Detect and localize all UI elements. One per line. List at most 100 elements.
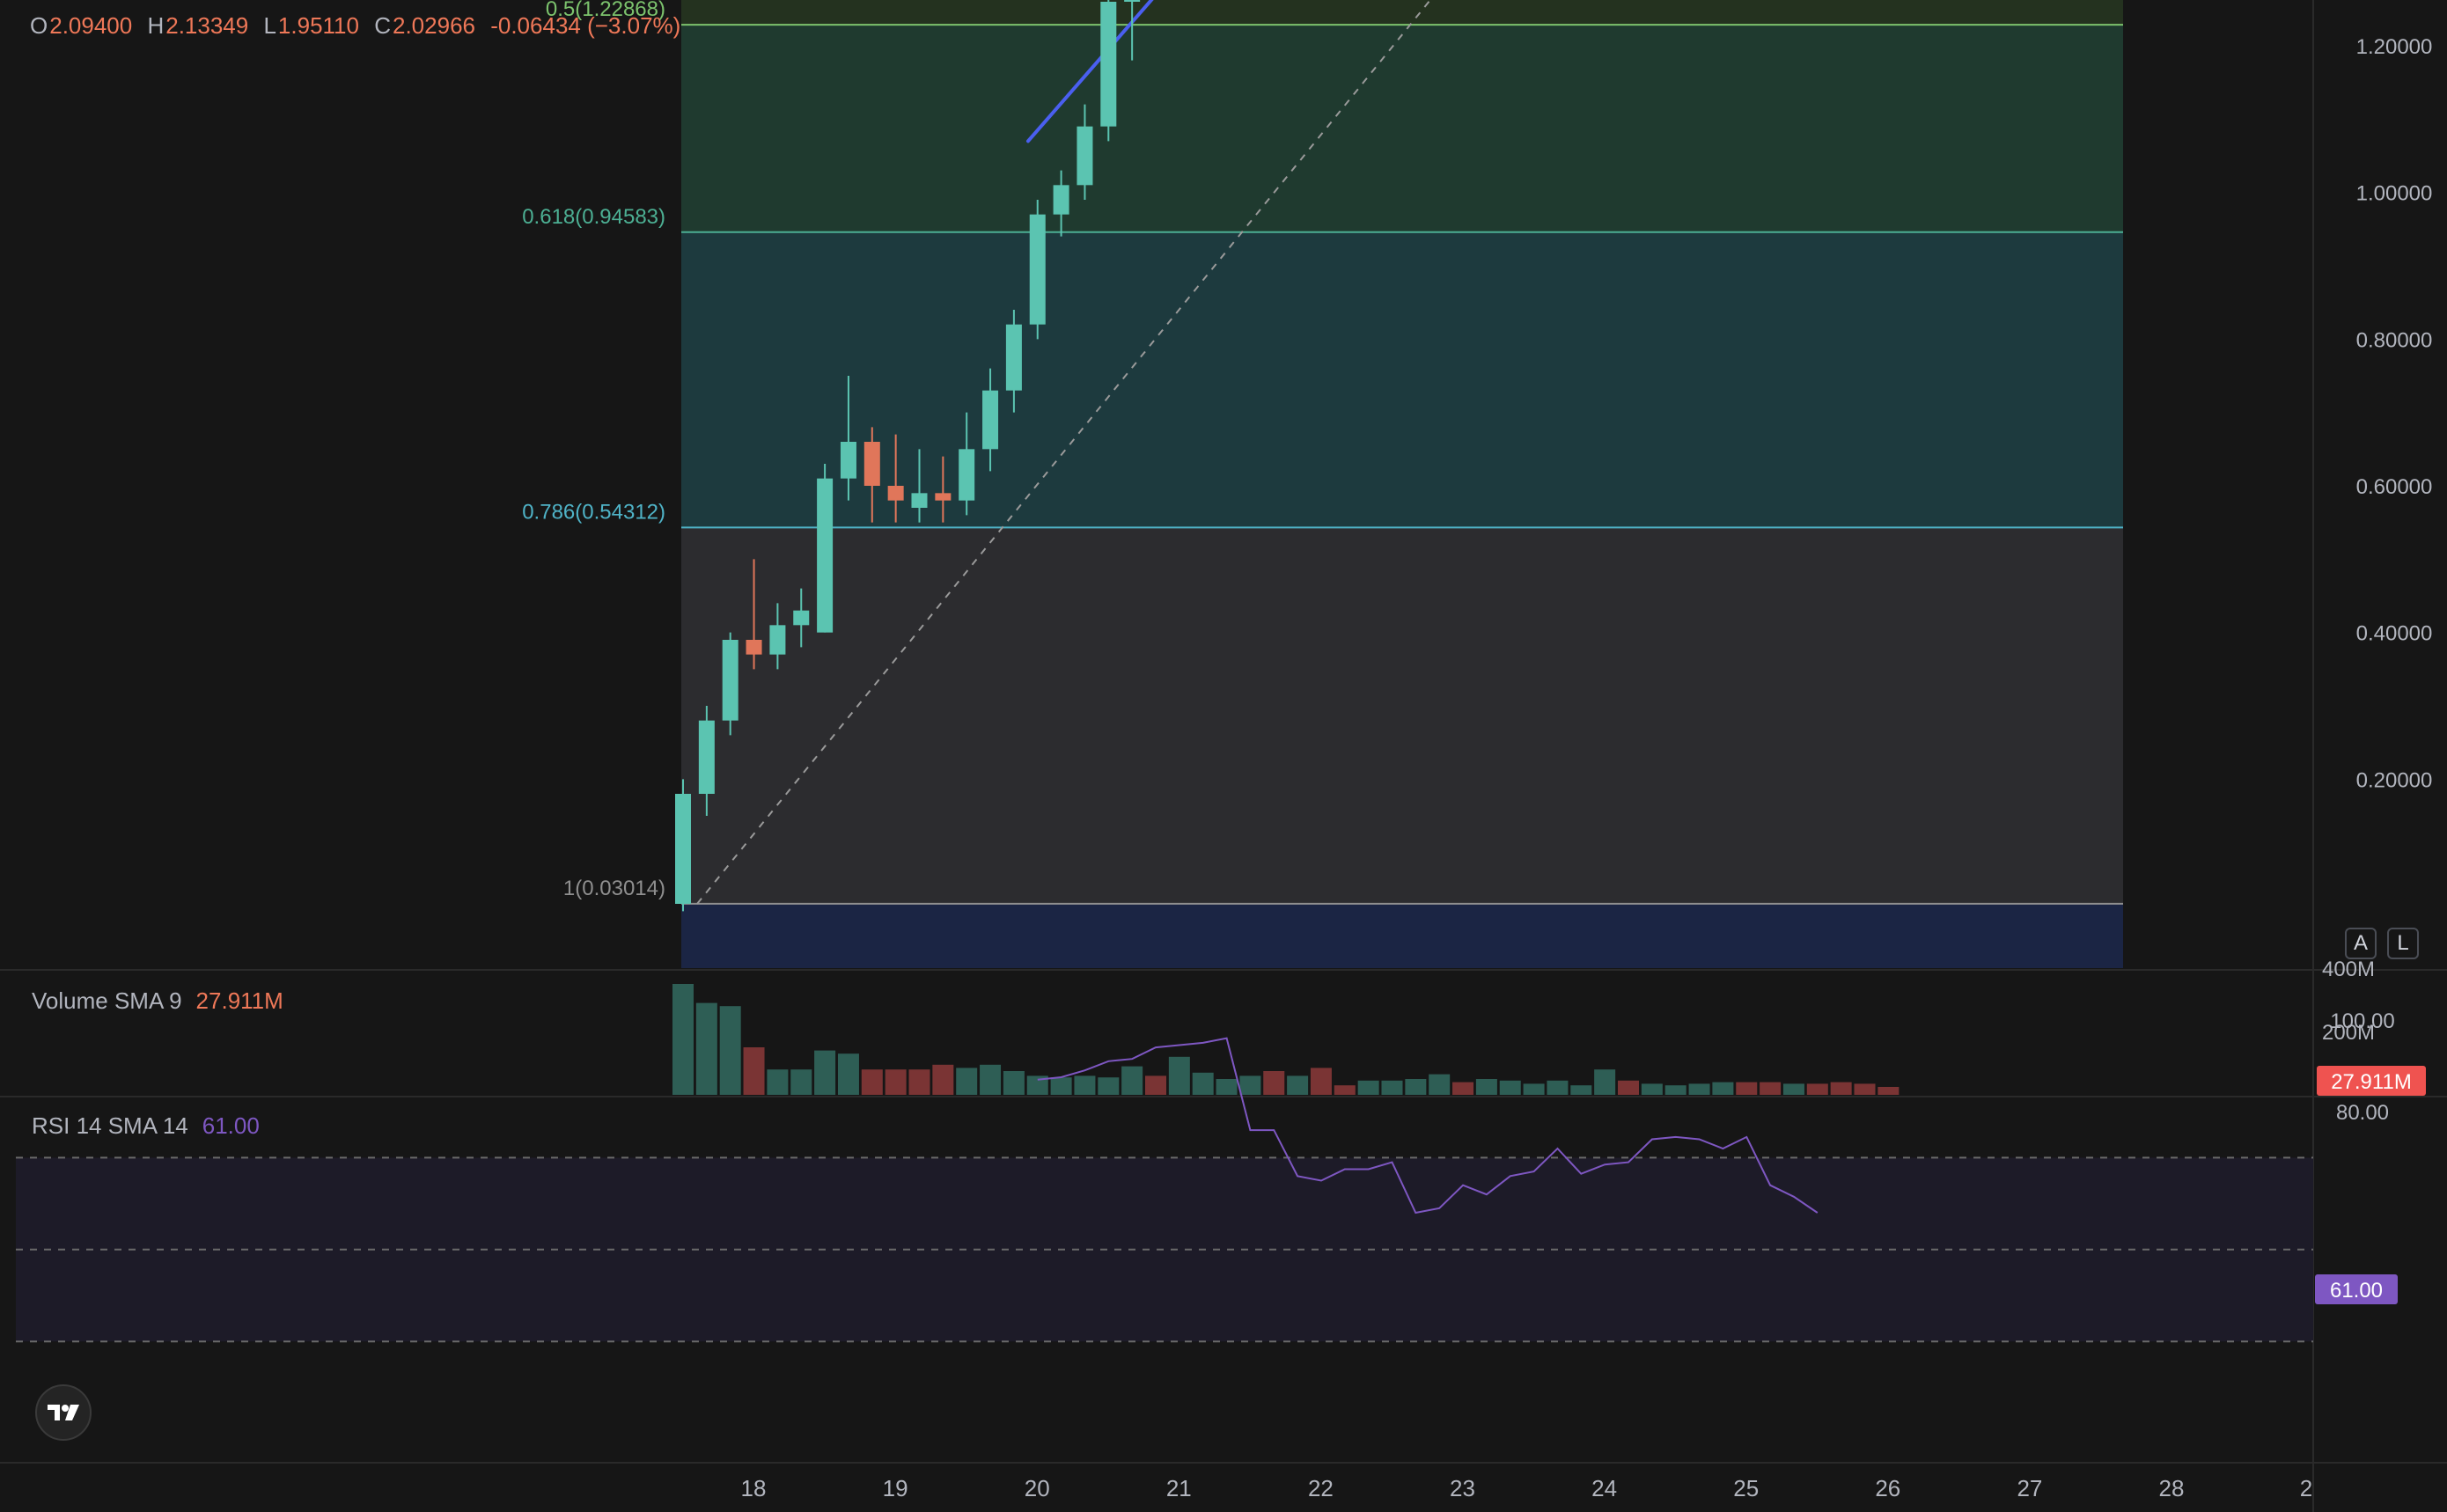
candle-body: [722, 640, 739, 721]
candle-body: [769, 625, 786, 655]
volume-bar: [1003, 1071, 1025, 1095]
candle-body: [887, 486, 904, 501]
volume-title: Volume SMA 9: [32, 987, 182, 1014]
volume-bar: [1712, 1082, 1734, 1095]
volume-bar: [790, 1069, 812, 1095]
candle-body: [863, 442, 880, 486]
time-tick-label: 2: [2300, 1475, 2312, 1501]
fib-retracement-tool[interactable]: 0(2.42722)0.236(1.86151)0.382(1.51154)0.…: [522, 0, 2123, 968]
close-label: C: [374, 12, 391, 39]
volume-bar: [743, 1047, 765, 1095]
candle-body: [840, 442, 856, 479]
volume-bar: [1145, 1075, 1166, 1095]
time-tick-label: 28: [2159, 1475, 2185, 1501]
volume-bar: [1830, 1082, 1852, 1095]
volume-bar: [1334, 1085, 1356, 1095]
volume-bar: [1357, 1080, 1379, 1095]
volume-bar: [1641, 1083, 1663, 1095]
volume-bar: [1547, 1080, 1569, 1095]
volume-bar: [861, 1069, 883, 1095]
rsi-title: RSI 14 SMA 14: [32, 1112, 188, 1139]
fib-level-label: 0.5(1.22868): [546, 0, 665, 21]
rsi-legend[interactable]: RSI 14 SMA 14 61.00: [32, 1112, 260, 1140]
volume-series: [672, 984, 1900, 1095]
close-value: 2.02966: [393, 12, 475, 39]
candle-body: [675, 794, 691, 904]
price-tick-label: 0.80000: [2356, 328, 2433, 352]
volume-bar: [1310, 1068, 1332, 1095]
time-tick-label: 24: [1591, 1475, 1617, 1501]
volume-bar: [1878, 1087, 1900, 1095]
price-tick-label: 0.60000: [2356, 475, 2433, 499]
price-tick-label: 1.20000: [2356, 35, 2433, 59]
volume-bar: [1688, 1083, 1710, 1095]
tradingview-logo[interactable]: [35, 1384, 92, 1441]
volume-bar: [980, 1064, 1002, 1095]
rsi-tick-label: 100.00: [2330, 1009, 2394, 1033]
volume-bar: [1381, 1080, 1403, 1095]
volume-bar: [1618, 1080, 1639, 1095]
volume-bar: [932, 1064, 954, 1095]
volume-bar: [1192, 1072, 1214, 1095]
candlestick-series[interactable]: [675, 0, 1849, 912]
tradingview-logo-icon: [48, 1405, 79, 1420]
time-tick-label: 22: [1308, 1475, 1334, 1501]
fib-zone: [681, 527, 2123, 904]
candle-body: [793, 610, 810, 626]
candle-body: [982, 390, 999, 450]
axes[interactable]: 2.800002.600002.400002.199991.799991.599…: [741, 0, 2433, 1501]
low-label: L: [263, 12, 276, 39]
volume-bar: [1594, 1069, 1616, 1095]
rsi-badge: [2315, 1274, 2398, 1304]
volume-bar: [908, 1069, 930, 1095]
candle-body: [1100, 2, 1117, 127]
volume-bar: [1499, 1080, 1521, 1095]
volume-bar: [1806, 1083, 1828, 1095]
volume-legend[interactable]: Volume SMA 9 27.911M: [32, 987, 283, 1015]
time-tick-label: 21: [1166, 1475, 1192, 1501]
high-label: H: [147, 12, 165, 39]
candle-body: [935, 493, 952, 501]
high-value: 2.13349: [165, 12, 249, 39]
open-value: 2.09400: [49, 12, 133, 39]
volume-bar: [1287, 1075, 1309, 1095]
candle-body: [1029, 214, 1046, 325]
volume-bar: [956, 1068, 978, 1095]
candle-body: [1077, 126, 1093, 186]
auto-scale-button[interactable]: A: [2345, 928, 2377, 959]
volume-bar: [1452, 1082, 1474, 1095]
price-tick-label: 0.20000: [2356, 768, 2433, 792]
volume-bar: [1050, 1077, 1072, 1095]
fib-level-label: 0.786(0.54312): [522, 500, 665, 524]
volume-bar: [837, 1053, 859, 1095]
candle-body: [817, 478, 834, 633]
volume-bar: [1475, 1079, 1497, 1095]
volume-bar: [1098, 1077, 1120, 1095]
price-tick-label: 1.00000: [2356, 182, 2433, 206]
volume-bar: [1074, 1075, 1096, 1095]
volume-bar: [1405, 1079, 1427, 1095]
volume-bar: [1782, 1083, 1804, 1095]
fib-extension-zone: [681, 903, 2123, 968]
fib-zone: [681, 231, 2123, 528]
time-tick-label: 27: [2017, 1475, 2042, 1501]
fib-zone: [681, 0, 2123, 26]
price-tick-label: 0.40000: [2356, 622, 2433, 646]
volume-badge-text: 27.911M: [2331, 1070, 2412, 1094]
candle-body: [959, 449, 975, 501]
volume-bar: [1026, 1075, 1048, 1095]
fib-level-label: 1(0.03014): [563, 877, 665, 900]
rsi-line: [1037, 1037, 1819, 1215]
change-value: -0.06434 (−3.07%): [490, 12, 681, 39]
time-tick-label: 19: [883, 1475, 908, 1501]
rsi-badge-text: 61.00: [2330, 1279, 2383, 1303]
fib-level-label: 0.618(0.94583): [522, 205, 665, 229]
volume-bar: [1664, 1085, 1686, 1095]
candle-body: [1005, 324, 1022, 391]
time-tick-label: 23: [1450, 1475, 1475, 1501]
log-scale-button[interactable]: L: [2387, 928, 2419, 959]
volume-bar: [1570, 1085, 1592, 1095]
volume-bar: [1168, 1056, 1190, 1095]
